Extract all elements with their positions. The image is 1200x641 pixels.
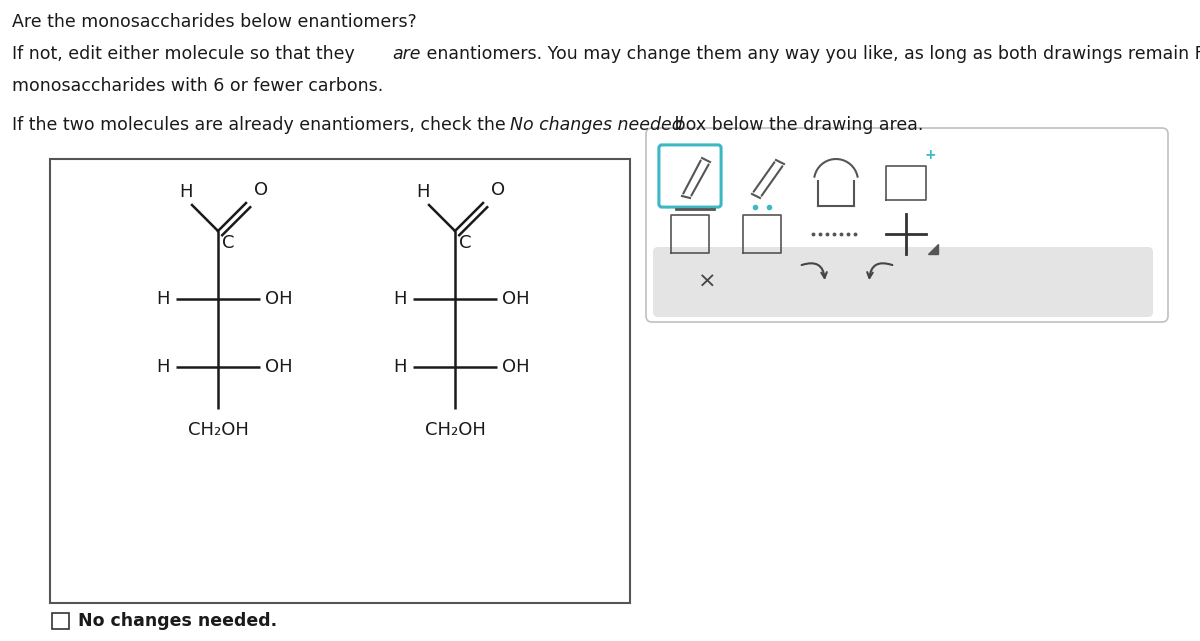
- Text: H: H: [179, 183, 193, 201]
- Bar: [52, 613, 68, 629]
- Text: OH: OH: [502, 290, 529, 308]
- Text: CH₂OH: CH₂OH: [425, 421, 486, 439]
- Text: ×: ×: [697, 272, 716, 292]
- Text: H: H: [394, 358, 407, 376]
- Text: monosaccharides with 6 or fewer carbons.: monosaccharides with 6 or fewer carbons.: [12, 77, 383, 95]
- Text: No changes needed: No changes needed: [510, 116, 683, 134]
- Text: box below the drawing area.: box below the drawing area.: [670, 116, 923, 134]
- Text: H: H: [416, 183, 430, 201]
- FancyBboxPatch shape: [659, 145, 721, 207]
- Text: C: C: [222, 234, 234, 252]
- Text: OH: OH: [502, 358, 529, 376]
- Text: O: O: [491, 181, 505, 199]
- Text: are: are: [392, 45, 421, 63]
- Polygon shape: [928, 244, 938, 254]
- Text: OH: OH: [265, 358, 293, 376]
- FancyBboxPatch shape: [653, 247, 1153, 317]
- FancyBboxPatch shape: [646, 128, 1168, 322]
- Text: If the two molecules are already enantiomers, check the: If the two molecules are already enantio…: [12, 116, 511, 134]
- Text: +: +: [925, 148, 937, 162]
- Text: O: O: [254, 181, 268, 199]
- Text: enantiomers. You may change them any way you like, as long as both drawings rema: enantiomers. You may change them any way…: [421, 45, 1200, 63]
- Text: H: H: [156, 290, 170, 308]
- Text: H: H: [156, 358, 170, 376]
- Text: CH₂OH: CH₂OH: [187, 421, 248, 439]
- Bar: [50, 159, 630, 603]
- Text: Are the monosaccharides below enantiomers?: Are the monosaccharides below enantiomer…: [12, 13, 416, 31]
- Text: H: H: [394, 290, 407, 308]
- Text: OH: OH: [265, 290, 293, 308]
- Text: C: C: [458, 234, 472, 252]
- Text: If not, edit either molecule so that they: If not, edit either molecule so that the…: [12, 45, 360, 63]
- Text: No changes needed.: No changes needed.: [78, 612, 277, 630]
